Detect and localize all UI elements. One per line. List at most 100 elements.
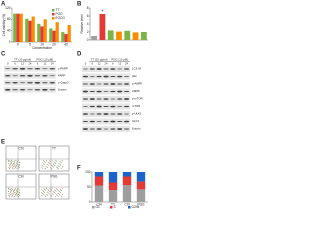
event-dot [9,191,11,192]
event-dot [11,163,13,164]
event-dot [60,162,62,163]
event-dot [53,191,55,193]
event-dot [8,160,9,161]
event-dot [7,159,9,161]
event-dot [15,192,17,194]
band [103,120,109,123]
band [27,82,33,84]
plot-frame [38,145,70,172]
event-dot [49,188,51,189]
stacked-bar [108,190,118,202]
event-dot [11,167,13,168]
plot-title: Ctrl [19,146,24,150]
band [117,90,123,93]
bar [64,34,68,42]
event-dot [54,189,55,191]
legend-swatch [52,9,55,12]
event-dot [12,196,14,197]
event-dot [12,168,14,170]
y-tick-label: 40 [7,29,11,33]
event-dot [52,187,54,189]
event-dot [8,194,10,196]
event-dot [12,189,13,190]
event-dot [56,161,58,162]
band [110,75,116,78]
band [19,88,26,91]
event-dot [60,189,62,191]
event-dot [16,190,18,192]
band [82,128,89,130]
y-tick-label: 120 [5,6,11,10]
event-dot [44,167,46,169]
legend-label: S [114,205,116,209]
event-dot [60,195,62,197]
event-dot [44,164,45,166]
band [117,83,123,85]
event-dot [10,161,12,163]
event-dot [43,188,45,190]
band [34,89,41,91]
event-dot [8,160,10,162]
stacked-bar [136,189,146,202]
legend-label: PGG [56,12,64,16]
stacked-bar [122,176,132,186]
band [96,83,102,85]
event-dot [7,163,9,164]
event-dot [42,190,44,192]
stacked-bar [94,172,104,177]
event-dot [41,165,43,166]
event-dot [12,193,14,195]
event-dot [15,194,17,196]
event-dot [17,195,19,196]
band [103,113,109,115]
bar [13,13,17,42]
legend-label: G2/M [132,205,140,209]
event-dot [51,165,53,167]
y-tick-label: 100 [85,170,91,174]
band [49,89,56,91]
legend-swatch [52,13,55,16]
event-dot [53,194,54,196]
event-dot [58,162,60,164]
band [117,128,123,130]
event-dot [50,189,52,190]
event-dot [18,159,19,161]
event-dot [8,163,9,165]
event-dot [15,167,17,169]
band [82,120,89,123]
legend-swatch [128,206,131,209]
event-dot [54,164,55,166]
event-dot [60,168,62,169]
event-dot [60,189,61,190]
y-axis-label: Relative level [80,14,84,33]
event-dot [41,164,43,166]
event-dot [9,193,11,194]
band [4,68,11,70]
event-dot [59,191,60,192]
event-dot [50,167,52,168]
event-dot [49,193,50,195]
event-dot [14,193,16,195]
panel-label: B [77,2,82,8]
stacked-bar [108,172,118,183]
bar [19,13,23,42]
band [82,83,89,85]
bar [116,31,122,40]
band [103,91,109,92]
event-dot [41,195,42,196]
band [103,83,109,85]
event-dot [18,167,20,169]
event-dot [48,192,50,194]
event-dot [14,160,16,162]
event-dot [17,195,19,197]
event-dot [55,190,57,192]
band [82,75,89,78]
x-axis-label: Concentration [32,46,52,50]
event-dot [59,194,61,196]
event-dot [9,165,11,167]
event-dot [19,192,20,193]
event-dot [51,165,52,166]
band [89,120,95,123]
event-dot [41,168,43,169]
